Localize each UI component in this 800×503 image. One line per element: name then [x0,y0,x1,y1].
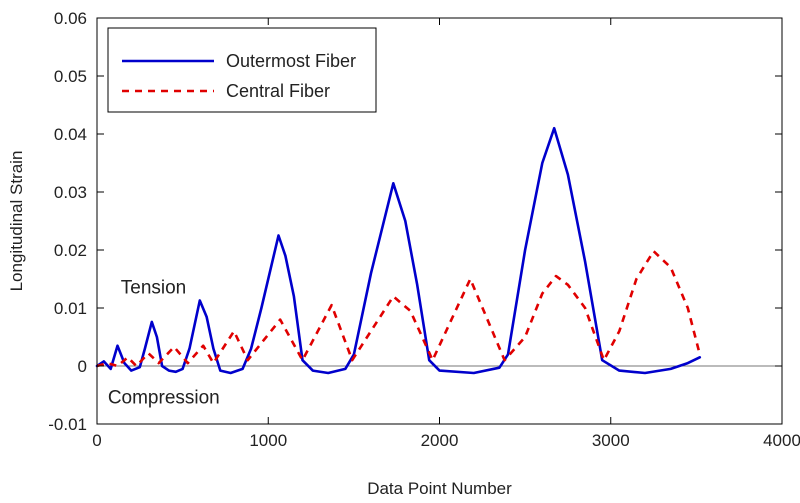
y-tick-label: 0.06 [54,9,87,28]
y-tick-label: 0.03 [54,183,87,202]
x-tick-label: 1000 [249,431,287,450]
legend-box [107,27,377,113]
series-layer [95,126,702,375]
y-tick-label: 0.01 [54,299,87,318]
y-tick-label: 0.05 [54,67,87,86]
x-axis-title: Data Point Number [367,479,512,498]
annotation-compression: Compression [108,388,220,409]
annotation-tension: Tension [121,278,187,299]
y-axis-title: Longitudinal Strain [7,151,26,292]
y-tick-label: 0.02 [54,241,87,260]
x-tick-label: 2000 [421,431,459,450]
legend: Outermost Fiber Central Fiber [107,27,377,113]
legend-label-central-fiber: Central Fiber [226,81,330,101]
x-tick-label: 0 [92,431,101,450]
y-tick-label: 0.04 [54,125,87,144]
x-tick-label: 4000 [763,431,800,450]
y-tick-label: 0 [78,357,87,376]
series-line-central-fiber [96,249,702,368]
y-tick-label: -0.01 [48,415,87,434]
legend-label-outermost-fiber: Outermost Fiber [226,51,356,71]
series-line-outermost-fiber [95,126,702,375]
x-tick-label: 3000 [592,431,630,450]
ticks-layer: 0 1000 2000 3000 4000 -0.01 0 0.01 0.02 0.03 0.04 0… [48,9,800,450]
